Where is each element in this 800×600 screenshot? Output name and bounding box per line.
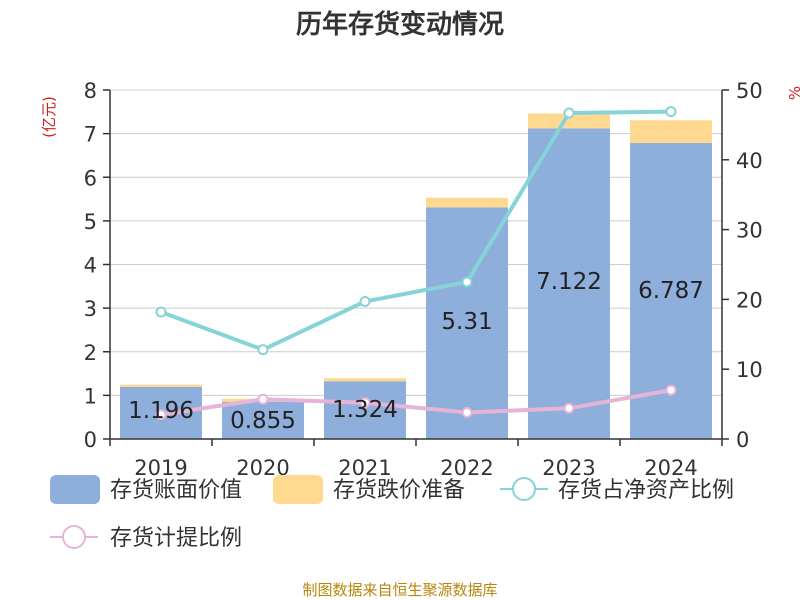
- legend-label-book-value: 存货账面价值: [110, 478, 242, 503]
- x-tick-label: 2019: [134, 456, 187, 480]
- legend-label-provision-ratio: 存货计提比例: [110, 526, 242, 551]
- left-tick-label: 3: [84, 297, 97, 321]
- bar-book-value: [426, 207, 508, 439]
- net-asset-ratio-point: [155, 306, 167, 318]
- bar-impairment: [630, 120, 712, 143]
- right-tick-label: 20: [736, 288, 763, 312]
- plot-area: 1.196 0.855 1.324 5.31 7.122 6.787 0 1 2 3 4 5 6 7 8 0 1…: [84, 79, 763, 480]
- legend-swatch-book-value: [50, 475, 100, 504]
- data-label: 7.122: [536, 269, 602, 295]
- bar-book-value: [324, 381, 406, 439]
- net-asset-ratio-point: [257, 344, 269, 356]
- x-tick-label: 2022: [440, 456, 493, 480]
- net-asset-ratio-point: [359, 295, 371, 307]
- data-label: 1.324: [332, 397, 398, 423]
- provision-ratio-line: [160, 388, 672, 417]
- left-axis-unit: (亿元): [40, 96, 58, 138]
- data-label: 5.31: [441, 309, 492, 335]
- right-tick-label: 50: [736, 79, 763, 103]
- legend-marker-provision-ratio: [62, 525, 86, 549]
- data-label: 0.855: [230, 408, 296, 434]
- left-tick-label: 1: [84, 384, 97, 408]
- net-asset-ratio-point: [461, 276, 473, 288]
- x-tick-label: 2023: [542, 456, 595, 480]
- provision-ratio-point: [359, 397, 371, 409]
- net-asset-ratio-line: [160, 109, 672, 352]
- bar-book-value: [222, 401, 304, 439]
- right-tick-label: 40: [736, 149, 763, 173]
- left-tick-label: 2: [84, 341, 97, 365]
- left-tick-label: 8: [84, 79, 97, 103]
- bar-impairment: [120, 384, 202, 387]
- right-tick-label: 0: [736, 428, 749, 452]
- provision-ratio-point: [665, 384, 677, 396]
- bar-impairment: [324, 378, 406, 382]
- legend-swatch-impairment: [273, 475, 323, 504]
- legend-marker-net-asset-ratio: [512, 477, 536, 501]
- provision-ratio-point: [155, 409, 167, 421]
- legend-label-net-asset-ratio: 存货占净资产比例: [558, 478, 734, 503]
- right-tick-label: 10: [736, 358, 763, 382]
- right-axis-unit: %: [786, 86, 800, 100]
- bar-impairment: [426, 197, 508, 208]
- left-tick-label: 7: [84, 123, 97, 147]
- source-note: 制图数据来自恒生聚源数据库: [302, 581, 497, 599]
- provision-ratio-point: [461, 406, 473, 418]
- left-tick-label: 5: [84, 210, 97, 234]
- left-tick-label: 4: [84, 254, 97, 278]
- provision-ratio-point: [563, 402, 575, 414]
- left-tick-label: 0: [84, 428, 97, 452]
- legend-label-impairment: 存货跌价准备: [333, 478, 465, 503]
- right-tick-label: 30: [736, 219, 763, 243]
- x-tick-label: 2024: [644, 456, 697, 480]
- bar-impairment: [528, 113, 610, 129]
- bar-book-value: [528, 128, 610, 440]
- net-asset-ratio-point: [665, 106, 677, 118]
- left-tick-label: 6: [84, 166, 97, 190]
- net-asset-ratio-point: [563, 107, 575, 119]
- data-label: 6.787: [638, 278, 704, 304]
- provision-ratio-point: [257, 393, 269, 405]
- data-label: 1.196: [128, 398, 194, 424]
- chart-title: 历年存货变动情况: [296, 9, 504, 40]
- x-tick-label: 2021: [338, 456, 391, 480]
